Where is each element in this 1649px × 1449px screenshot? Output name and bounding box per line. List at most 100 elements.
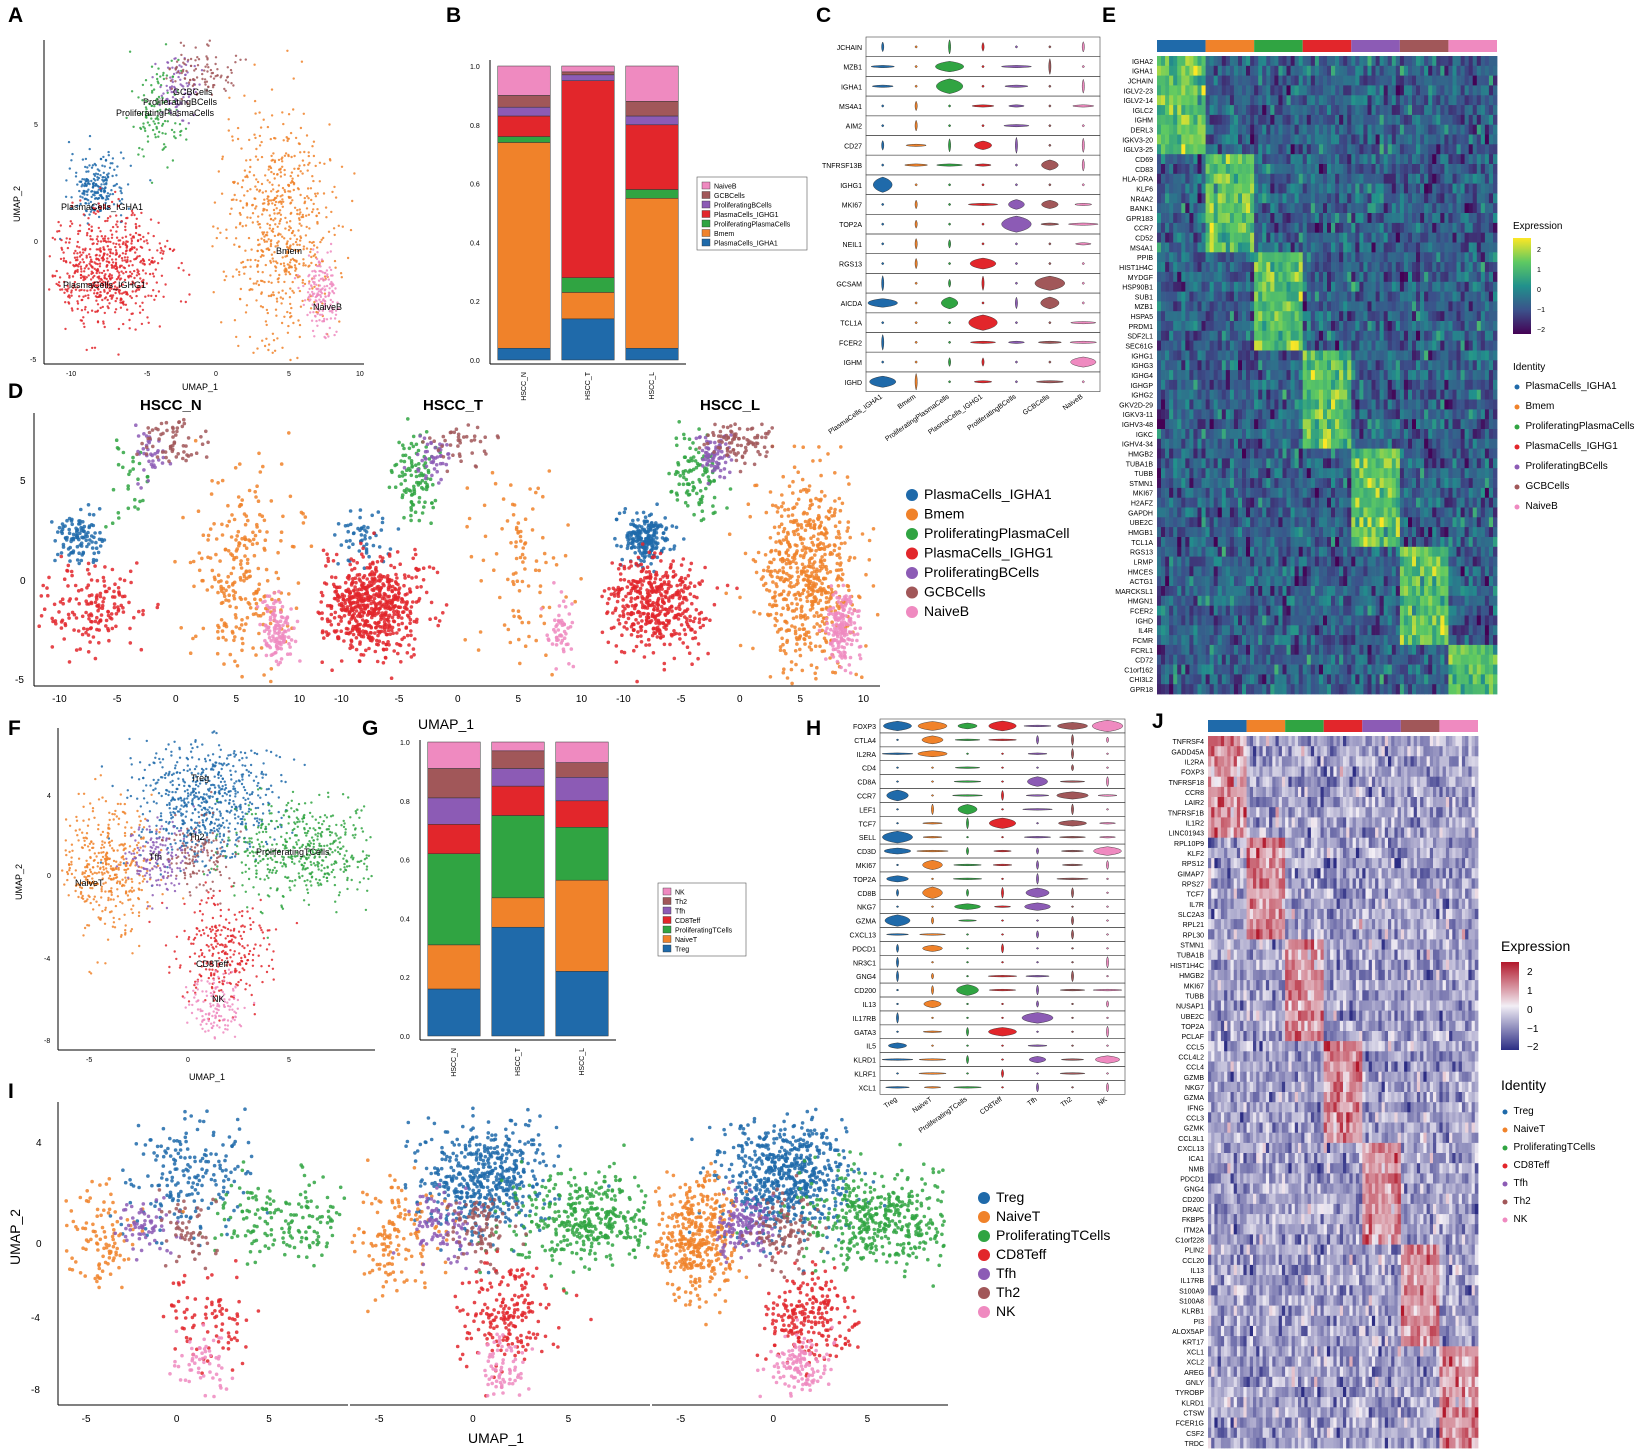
cell-point (402, 573, 407, 577)
cell-point (80, 270, 83, 273)
violin-shape (1015, 296, 1018, 310)
cell-point (53, 558, 57, 563)
cell-point (87, 199, 90, 202)
cell-point (78, 246, 81, 249)
cell-point (157, 135, 160, 138)
cell-point (796, 532, 801, 537)
cell-point (289, 607, 293, 611)
cell-point (60, 246, 63, 250)
cell-point (346, 529, 351, 534)
cell-point (296, 274, 300, 277)
cell-point (265, 240, 269, 243)
cell-point (88, 213, 91, 216)
cell-point (262, 118, 265, 121)
bar-segment (625, 189, 679, 199)
cell-point (124, 270, 128, 274)
cell-point (161, 122, 165, 126)
cell-point (247, 575, 251, 579)
cell-point (120, 264, 123, 267)
cell-point (239, 298, 242, 301)
cell-point (244, 622, 248, 626)
cell-point (843, 541, 847, 545)
cell-point (87, 542, 91, 546)
cell-point (818, 458, 822, 463)
cell-point (220, 74, 223, 77)
cell-point (837, 520, 842, 524)
cell-point (232, 580, 237, 585)
violin-shape (914, 301, 918, 305)
cell-point (135, 256, 138, 260)
cell-point (216, 636, 221, 640)
cell-point (73, 583, 78, 588)
violin-shape (1068, 222, 1099, 226)
cell-point (291, 177, 294, 180)
cell-point (226, 66, 229, 69)
cell-point (235, 534, 239, 538)
cell-point (417, 462, 421, 466)
cell-point (837, 532, 841, 536)
cell-point (675, 493, 679, 497)
cell-point (220, 478, 225, 483)
cell-point (159, 75, 162, 78)
cell-point (542, 551, 547, 556)
cell-point (305, 207, 309, 210)
cell-point (73, 256, 77, 259)
cell-point (819, 588, 824, 592)
gene-label: TCL1A (840, 321, 862, 328)
cell-point (276, 173, 279, 176)
cell-point (288, 272, 292, 276)
cell-point (447, 456, 451, 460)
cell-point (704, 486, 708, 491)
cell-point (567, 612, 572, 616)
cell-point (71, 309, 74, 312)
cell-point (115, 252, 119, 256)
bar-segment (625, 65, 679, 102)
cell-point (402, 635, 407, 640)
cell-point (93, 564, 97, 568)
cell-point (244, 546, 249, 550)
cell-point (355, 624, 360, 628)
cell-point (777, 568, 782, 573)
cell-point (54, 621, 58, 626)
violin-shape (1048, 124, 1052, 128)
cell-point (296, 212, 299, 216)
cell-point (339, 659, 344, 663)
cell-point (177, 70, 180, 74)
cell-point (111, 162, 114, 165)
cell-point (95, 299, 98, 302)
cell-point (287, 431, 291, 435)
cell-point (365, 595, 369, 600)
cell-point (798, 647, 802, 652)
cell-point (354, 593, 359, 597)
cell-point (165, 84, 168, 88)
cell-point (65, 518, 69, 523)
cell-point (141, 148, 144, 151)
cell-point (272, 617, 277, 622)
cell-point (119, 306, 123, 309)
cell-point (157, 95, 161, 99)
cell-point (157, 101, 160, 104)
cell-point (269, 499, 274, 503)
violin-shape (981, 357, 985, 367)
cell-point (284, 292, 288, 295)
cell-point (695, 491, 699, 496)
panel-label-a: A (8, 4, 23, 27)
cell-point (320, 258, 324, 261)
cell-point (76, 240, 80, 244)
cell-point (392, 649, 397, 653)
cell-point (400, 470, 405, 475)
cell-point (214, 75, 217, 78)
cell-point (135, 225, 138, 228)
cell-point (221, 157, 224, 161)
cell-point (823, 552, 827, 557)
cell-point (102, 253, 106, 257)
cell-point (45, 586, 49, 590)
axis-tick: -5 (144, 371, 150, 378)
cell-point (113, 311, 117, 314)
cell-point (389, 600, 394, 604)
cell-point (398, 605, 403, 610)
bar-segment (625, 124, 679, 190)
cell-point (413, 552, 418, 557)
cell-point (833, 670, 838, 675)
cell-point (136, 239, 140, 242)
